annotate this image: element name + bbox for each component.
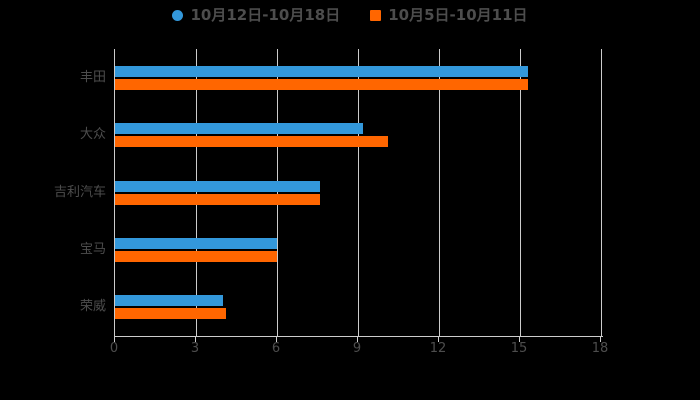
- y-label-4: 荣威: [79, 299, 106, 315]
- y-label-3: 宝马: [79, 241, 106, 257]
- bar-week1-2[interactable]: [115, 193, 321, 205]
- x-tick-mark-3: [195, 337, 196, 342]
- x-tick-mark-12: [438, 337, 439, 342]
- gridline-x-18: [600, 49, 602, 336]
- gridline-x-12: [438, 49, 440, 336]
- bar-week2-1[interactable]: [115, 123, 364, 135]
- bar-week2-2[interactable]: [115, 180, 321, 192]
- x-tick-label-18: 18: [591, 341, 609, 356]
- y-label-2: 吉利汽车: [53, 184, 106, 200]
- y-label-1: 大众: [79, 127, 106, 143]
- legend-circle-marker-icon: [172, 9, 184, 21]
- x-tick-label-0: 0: [109, 341, 119, 356]
- x-tick-label-9: 9: [352, 341, 362, 356]
- gridline-x-3: [195, 49, 197, 336]
- chart-legend: 10月12日-10月18日 10月5日-10月11日: [0, 6, 700, 24]
- x-tick-mark-6: [276, 337, 277, 342]
- bar-week1-0[interactable]: [115, 78, 529, 90]
- bar-week1-4[interactable]: [115, 308, 226, 320]
- x-tick-label-15: 15: [510, 341, 528, 356]
- gridline-x-6: [276, 49, 278, 336]
- y-label-0: 丰田: [79, 69, 106, 85]
- bar-week2-0[interactable]: [115, 65, 529, 77]
- legend-label-week1: 10月5日-10月11日: [388, 6, 528, 24]
- plot-area: [114, 49, 602, 336]
- legend-square-marker-icon: [370, 9, 382, 21]
- legend-item-week1[interactable]: 10月5日-10月11日: [370, 6, 528, 24]
- x-tick-mark-9: [357, 337, 358, 342]
- x-tick-label-3: 3: [190, 341, 200, 356]
- x-tick-label-12: 12: [429, 341, 447, 356]
- bar-week2-3[interactable]: [115, 237, 277, 249]
- x-axis-line: [114, 336, 603, 337]
- x-tick-mark-15: [519, 337, 520, 342]
- x-tick-label-6: 6: [271, 341, 281, 356]
- x-tick-mark-18: [600, 337, 601, 342]
- gridline-x-15: [519, 49, 521, 336]
- legend-label-week2: 10月12日-10月18日: [190, 6, 341, 24]
- bar-week1-1[interactable]: [115, 136, 388, 148]
- gridline-x-9: [357, 49, 359, 336]
- x-tick-mark-0: [114, 337, 115, 342]
- bar-week2-4[interactable]: [115, 295, 223, 307]
- legend-item-week2[interactable]: 10月12日-10月18日: [172, 6, 340, 24]
- bar-week1-3[interactable]: [115, 250, 277, 262]
